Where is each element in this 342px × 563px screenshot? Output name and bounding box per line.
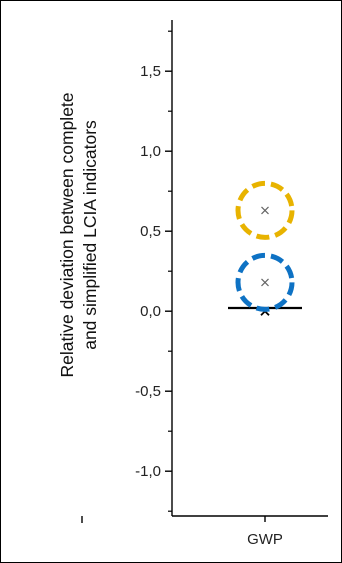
y-tick-label: 1,5	[140, 63, 161, 80]
series-circle-1	[235, 180, 295, 240]
y-tick-label: 0,0	[140, 303, 161, 320]
series-center-marker-2	[261, 278, 269, 287]
y-tick-label: -1,0	[135, 463, 161, 480]
series-circle-2	[235, 252, 295, 312]
x-tick-label: GWP	[247, 531, 283, 548]
y-axis-label-line-2: and simplified LCIA indicators	[80, 120, 100, 350]
plot-area: -1,0 -0,5 0,0 0,5 1,0 1,5 GWP	[81, 20, 328, 548]
y-tick-label: 1,0	[140, 143, 161, 160]
y-axis-label-line-1: Relative deviation between complete	[57, 92, 77, 377]
y-tick-label: -0,5	[135, 383, 161, 400]
series-center-marker-1	[261, 206, 269, 215]
y-tick-label: 0,5	[140, 223, 161, 240]
